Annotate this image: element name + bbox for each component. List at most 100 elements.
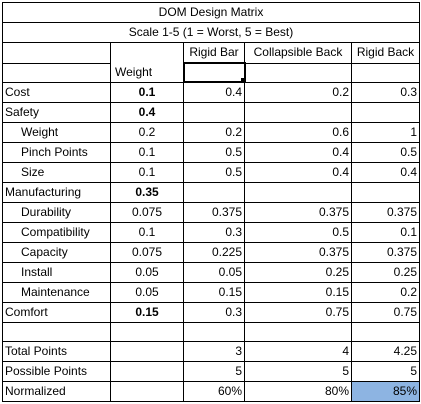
weight-cell[interactable]: 0.1 — [110, 162, 184, 183]
row-label-compatibility[interactable]: Compatibility — [2, 222, 111, 243]
value-cell[interactable]: 0.4 — [351, 162, 420, 183]
column-header-rigid-bar[interactable]: Rigid Bar — [183, 42, 245, 64]
value-cell[interactable]: 0.75 — [351, 302, 420, 323]
value-cell[interactable]: 0.05 — [183, 262, 245, 283]
table-row: Compatibility 0.1 0.3 0.5 0.1 — [2, 222, 420, 243]
total-cell[interactable]: 5 — [244, 361, 352, 382]
row-label-normalized[interactable]: Normalized — [2, 381, 111, 402]
blank-cell[interactable] — [110, 381, 184, 402]
blank-cell[interactable] — [110, 322, 184, 342]
blank-cell[interactable] — [110, 361, 184, 382]
total-cell[interactable]: 5 — [183, 361, 245, 382]
selected-cell[interactable] — [182, 62, 246, 83]
value-cell[interactable] — [244, 102, 352, 123]
weight-cell[interactable]: 0.1 — [110, 81, 184, 103]
totals-row: Normalized 60% 80% 85% — [2, 381, 420, 402]
value-cell[interactable]: 0.5 — [244, 222, 352, 243]
value-cell[interactable]: 0.15 — [183, 282, 245, 303]
table-row: Capacity 0.075 0.225 0.375 0.375 — [2, 242, 420, 263]
blank-cell[interactable] — [183, 322, 245, 342]
row-label-possible-points[interactable]: Possible Points — [2, 361, 111, 382]
row-label-comfort[interactable]: Comfort — [2, 302, 111, 323]
blank-cell[interactable] — [2, 322, 111, 342]
value-cell[interactable]: 0.2 — [244, 81, 352, 103]
value-cell[interactable] — [183, 102, 245, 123]
column-header-rigid-back[interactable]: Rigid Back — [351, 42, 420, 64]
normalized-cell-best[interactable]: 85% — [351, 381, 420, 402]
value-cell[interactable]: 0.3 — [183, 222, 245, 243]
weight-cell[interactable]: 0.1 — [110, 142, 184, 163]
value-cell[interactable]: 0.25 — [351, 262, 420, 283]
value-cell[interactable]: 0.4 — [183, 81, 245, 103]
value-cell[interactable]: 0.375 — [244, 242, 352, 263]
table-row: Weight 0.2 0.2 0.6 1 — [2, 122, 420, 143]
row-label-cost[interactable]: Cost — [2, 81, 111, 103]
value-cell[interactable] — [183, 182, 245, 203]
row-label-maintenance[interactable]: Maintenance — [2, 282, 111, 303]
weight-column-header[interactable]: Weight — [110, 42, 184, 83]
value-cell[interactable] — [351, 182, 420, 203]
weight-cell[interactable]: 0.4 — [110, 102, 184, 123]
header-blank-cell[interactable] — [2, 42, 111, 64]
value-cell[interactable] — [244, 182, 352, 203]
blank-cell[interactable] — [244, 322, 352, 342]
normalized-cell[interactable]: 80% — [244, 381, 352, 402]
fill-handle[interactable] — [239, 77, 243, 80]
value-cell[interactable]: 0.5 — [351, 142, 420, 163]
column-header-collapsible-back[interactable]: Collapsible Back — [244, 42, 352, 64]
value-cell[interactable]: 0.375 — [351, 242, 420, 263]
blank-row — [2, 62, 420, 83]
value-cell[interactable]: 0.15 — [244, 282, 352, 303]
weight-cell[interactable]: 0.075 — [110, 242, 184, 263]
row-label-total-points[interactable]: Total Points — [2, 341, 111, 362]
weight-cell[interactable]: 0.15 — [110, 302, 184, 323]
matrix-subtitle[interactable]: Scale 1-5 (1 = Worst, 5 = Best) — [2, 22, 420, 43]
row-label-durability[interactable]: Durability — [2, 202, 111, 223]
value-cell[interactable]: 0.4 — [244, 142, 352, 163]
value-cell[interactable]: 0.375 — [351, 202, 420, 223]
value-cell[interactable]: 0.5 — [183, 142, 245, 163]
weight-cell[interactable]: 0.05 — [110, 282, 184, 303]
weight-cell[interactable]: 0.075 — [110, 202, 184, 223]
total-cell[interactable]: 4.25 — [351, 341, 420, 362]
row-label-safety[interactable]: Safety — [2, 102, 111, 123]
blank-cell[interactable] — [110, 341, 184, 362]
value-cell[interactable]: 0.225 — [183, 242, 245, 263]
value-cell[interactable]: 0.2 — [351, 282, 420, 303]
weight-cell[interactable]: 0.05 — [110, 262, 184, 283]
value-cell[interactable]: 0.5 — [183, 162, 245, 183]
weight-cell[interactable]: 0.1 — [110, 222, 184, 243]
matrix-title[interactable]: DOM Design Matrix — [2, 2, 420, 23]
value-cell[interactable]: 0.2 — [183, 122, 245, 143]
table-row: Comfort 0.15 0.3 0.75 0.75 — [2, 302, 420, 323]
value-cell[interactable]: 0.75 — [244, 302, 352, 323]
row-label-install[interactable]: Install — [2, 262, 111, 283]
row-label-pinch-points[interactable]: Pinch Points — [2, 142, 111, 163]
value-cell[interactable]: 0.1 — [351, 222, 420, 243]
row-label-capacity[interactable]: Capacity — [2, 242, 111, 263]
weight-cell[interactable]: 0.2 — [110, 122, 184, 143]
blank-cell[interactable] — [244, 62, 352, 83]
value-cell[interactable]: 0.3 — [183, 302, 245, 323]
row-label-size[interactable]: Size — [2, 162, 111, 183]
value-cell[interactable]: 0.3 — [351, 81, 420, 103]
value-cell[interactable] — [351, 102, 420, 123]
value-cell[interactable]: 0.375 — [244, 202, 352, 223]
table-row: Safety 0.4 — [2, 102, 420, 123]
row-label-weight[interactable]: Weight — [2, 122, 111, 143]
total-cell[interactable]: 3 — [183, 341, 245, 362]
value-cell[interactable]: 0.25 — [244, 262, 352, 283]
blank-cell[interactable] — [351, 62, 420, 83]
value-cell[interactable]: 0.6 — [244, 122, 352, 143]
total-cell[interactable]: 5 — [351, 361, 420, 382]
normalized-cell[interactable]: 60% — [183, 381, 245, 402]
total-cell[interactable]: 4 — [244, 341, 352, 362]
weight-cell[interactable]: 0.35 — [110, 182, 184, 203]
blank-cell[interactable] — [351, 322, 420, 342]
blank-cell[interactable] — [2, 62, 111, 83]
value-cell[interactable]: 1 — [351, 122, 420, 143]
value-cell[interactable]: 0.4 — [244, 162, 352, 183]
row-label-manufacturing[interactable]: Manufacturing — [2, 182, 111, 203]
value-cell[interactable]: 0.375 — [183, 202, 245, 223]
